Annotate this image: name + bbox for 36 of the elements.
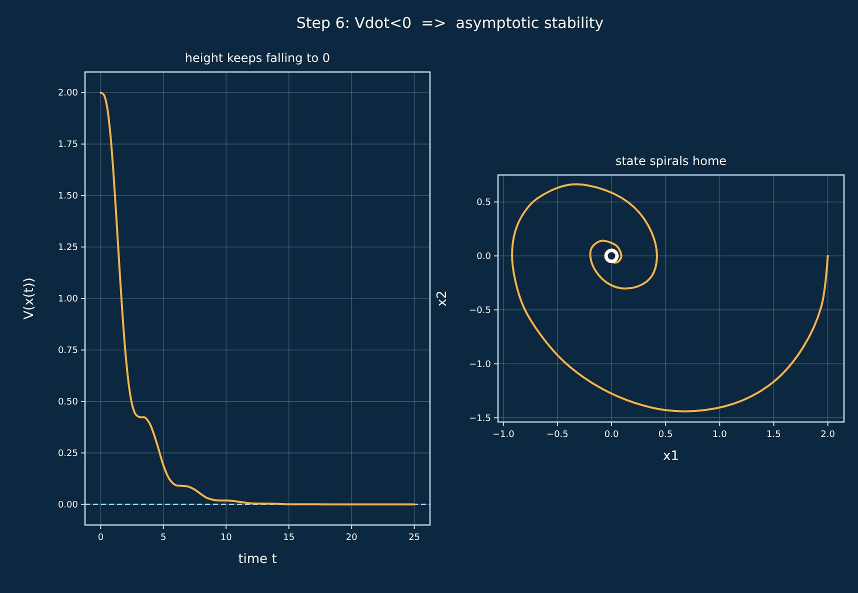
- x-axis-title: x1: [663, 449, 679, 464]
- x-tick-label: 0.0: [604, 430, 619, 440]
- y-tick-label: 0.25: [58, 449, 78, 460]
- x-tick-label: 0.5: [658, 430, 673, 440]
- x-tick-label: 2.0: [820, 430, 836, 440]
- y-tick-label: 0.50: [58, 398, 78, 408]
- x-tick-label: 5: [160, 533, 166, 543]
- x-tick-label: 1.0: [712, 430, 728, 440]
- x-tick-label: −0.5: [546, 430, 568, 440]
- y-axis-title: V(x(t)): [22, 278, 37, 320]
- y-tick-label: 1.25: [58, 243, 78, 254]
- x-tick-label: 20: [346, 533, 358, 543]
- y-tick-label: 1.00: [58, 294, 78, 305]
- x-tick-label: −1.0: [492, 430, 515, 440]
- x-tick-label: 1.5: [766, 430, 781, 440]
- y-tick-label: 0.00: [58, 500, 78, 511]
- x-tick-label: 25: [408, 533, 420, 543]
- y-tick-label: 1.75: [58, 140, 78, 150]
- x-tick-label: 10: [220, 533, 232, 543]
- x-tick-label: 15: [283, 533, 295, 543]
- line-series: [511, 183, 829, 412]
- y-tick-label: 0.0: [476, 252, 492, 262]
- y-tick-label: 0.75: [58, 346, 78, 356]
- y-tick-label: −1.5: [469, 414, 491, 424]
- chart-title: Step 6: Vdot<0 => asymptotic stability: [296, 14, 604, 32]
- y-tick-label: −0.5: [469, 306, 491, 316]
- chart-title: state spirals home: [615, 154, 727, 168]
- y-tick-label: −1.0: [469, 360, 492, 370]
- y-tick-label: 1.50: [58, 192, 78, 202]
- x-tick-label: 0: [98, 533, 104, 543]
- chart-subtitle: height keeps falling to 0: [184, 51, 330, 65]
- x-axis-title: time t: [238, 552, 277, 567]
- y-tick-label: 0.5: [476, 198, 491, 208]
- y-axis-title: x2: [435, 290, 450, 306]
- y-tick-label: 2.00: [58, 88, 78, 99]
- line-series: [100, 92, 416, 506]
